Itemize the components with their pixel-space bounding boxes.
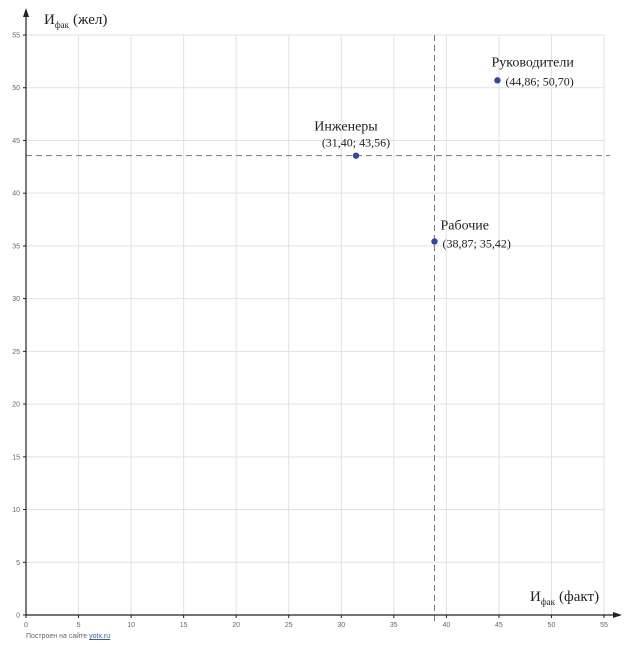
point-value-label: (38,87; 35,42): [442, 236, 510, 250]
y-tick-label: 5: [16, 560, 20, 567]
x-tick-label: 30: [337, 622, 345, 629]
data-points: Руководители (44,86; 50,70) Инженеры(31,40…: [314, 55, 574, 250]
x-tick-label: 5: [77, 622, 81, 629]
y-axis-arrow: [23, 8, 29, 17]
y-tick-label: 15: [12, 454, 20, 461]
y-tick-label: 45: [12, 138, 20, 145]
y-tick-label: 50: [12, 85, 20, 92]
x-tick-label: 0: [24, 622, 28, 629]
y-axis-title: Ифак (жел): [44, 12, 107, 30]
y-tick-label: 0: [16, 613, 20, 620]
x-tick-label: 20: [232, 622, 240, 629]
x-tick-label: 50: [548, 622, 556, 629]
credit-text: Построен на сайте: [26, 633, 88, 640]
point-name-label: Рабочие: [440, 218, 489, 233]
reference-lines: [26, 35, 610, 625]
y-tick-label: 10: [12, 507, 20, 514]
x-tick-label: 15: [180, 622, 188, 629]
x-tick-label: 40: [442, 622, 450, 629]
y-tick-label: 40: [12, 191, 20, 198]
point-value-label: (31,40; 43,56): [322, 136, 390, 150]
y-tick-label: 25: [12, 349, 20, 356]
x-tick-label: 10: [127, 622, 135, 629]
data-point: [494, 77, 501, 84]
x-axis-arrow: [613, 612, 622, 618]
tick-labels: 0 5 10 15 20 25 30 35 40 45 50 55 0 5 10 15 20 25 30 35 40 45…: [12, 33, 608, 630]
x-tick-label: 45: [495, 622, 503, 629]
grid: [26, 34, 605, 615]
x-tick-label: 25: [285, 622, 293, 629]
point-name-label: Руководители: [491, 55, 574, 70]
x-tick-label: 35: [390, 622, 398, 629]
point-value-label: (44,86; 50,70): [505, 74, 573, 88]
data-point: [431, 238, 438, 245]
y-tick-label: 35: [12, 243, 20, 250]
axes: [23, 8, 622, 618]
credit-link[interactable]: yotx.ru: [89, 633, 111, 640]
data-point: [352, 152, 360, 159]
y-tick-label: 55: [12, 33, 20, 40]
y-tick-label: 20: [12, 402, 20, 409]
credit-footer: Построен на сайте yotx.ru: [26, 633, 110, 640]
x-axis-title: Ифак (факт): [530, 589, 599, 607]
y-tick-label: 30: [12, 296, 20, 303]
point-name-label: Инженеры: [314, 120, 378, 135]
x-tick-label: 55: [600, 622, 608, 629]
